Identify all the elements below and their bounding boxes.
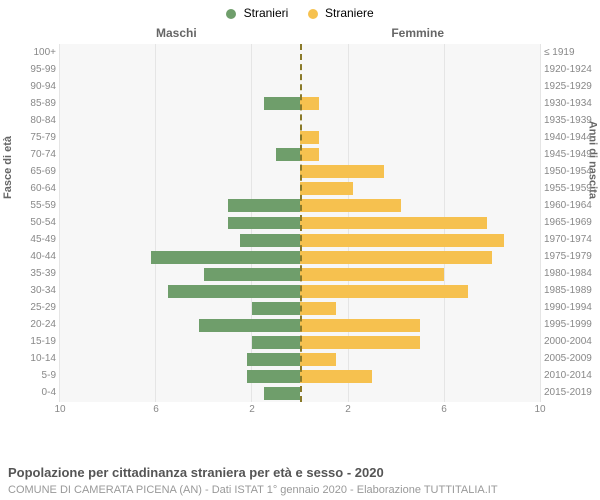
legend-swatch-female [308,9,318,19]
age-label: 10-14 [24,354,56,364]
bar-female [300,234,504,247]
bar-male [204,268,300,281]
chart-title: Popolazione per cittadinanza straniera p… [8,465,384,480]
x-axis: 10622610 [60,402,540,422]
bar-male [228,199,300,212]
bar-male [264,387,300,400]
age-label: 90-94 [24,82,56,92]
center-line [300,44,302,402]
bar-female [300,251,492,264]
legend-swatch-male [226,9,236,19]
birth-label: 1965-1969 [544,218,596,228]
age-label: 50-54 [24,218,56,228]
bar-female [300,217,487,230]
plot-area: 100+≤ 191995-991920-192490-941925-192985… [60,44,540,402]
legend-item-female: Straniere [308,6,374,20]
birth-label: 1995-1999 [544,320,596,330]
bar-female [300,319,420,332]
bar-male [199,319,300,332]
bar-male [151,251,300,264]
age-label: 55-59 [24,201,56,211]
birth-label: 1930-1934 [544,99,596,109]
x-tick: 10 [54,404,65,415]
bar-male [252,336,300,349]
age-label: 60-64 [24,184,56,194]
age-label: 100+ [24,48,56,58]
age-label: 25-29 [24,303,56,313]
age-label: 45-49 [24,235,56,245]
bar-male [247,370,300,383]
bar-female [300,285,468,298]
bar-female [300,268,444,281]
bar-female [300,148,319,161]
bar-male [276,148,300,161]
bar-female [300,370,372,383]
age-label: 0-4 [24,388,56,398]
birth-label: 2005-2009 [544,354,596,364]
header-male: Maschi [156,26,197,40]
birth-label: 1940-1944 [544,133,596,143]
bar-male [247,353,300,366]
birth-label: 2015-2019 [544,388,596,398]
y-axis-left-label: Fasce di età [2,136,14,199]
age-label: 20-24 [24,320,56,330]
age-label: 85-89 [24,99,56,109]
birth-label: 1960-1964 [544,201,596,211]
age-label: 70-74 [24,150,56,160]
x-tick: 10 [534,404,545,415]
age-label: 40-44 [24,252,56,262]
bar-male [228,217,300,230]
x-tick: 6 [153,404,159,415]
age-label: 65-69 [24,167,56,177]
birth-label: 1925-1929 [544,82,596,92]
birth-label: 1945-1949 [544,150,596,160]
birth-label: 2010-2014 [544,371,596,381]
age-label: 95-99 [24,65,56,75]
bar-male [240,234,300,247]
header-female: Femmine [391,26,444,40]
birth-label: 1970-1974 [544,235,596,245]
bar-female [300,165,384,178]
birth-label: 1990-1994 [544,303,596,313]
birth-label: 1920-1924 [544,65,596,75]
age-label: 30-34 [24,286,56,296]
birth-label: ≤ 1919 [544,48,596,58]
bar-male [264,97,300,110]
bar-female [300,97,319,110]
birth-label: 1980-1984 [544,269,596,279]
birth-label: 1955-1959 [544,184,596,194]
bar-male [168,285,300,298]
x-tick: 6 [441,404,447,415]
legend-label-female: Straniere [325,6,374,20]
bar-female [300,353,336,366]
bar-female [300,199,401,212]
birth-label: 1950-1954 [544,167,596,177]
age-label: 15-19 [24,337,56,347]
bar-female [300,182,353,195]
age-label: 5-9 [24,371,56,381]
gridline [540,44,541,402]
birth-label: 1975-1979 [544,252,596,262]
age-label: 75-79 [24,133,56,143]
age-label: 80-84 [24,116,56,126]
legend-label-male: Stranieri [244,6,289,20]
bar-female [300,302,336,315]
bar-female [300,336,420,349]
x-tick: 2 [345,404,351,415]
age-label: 35-39 [24,269,56,279]
birth-label: 2000-2004 [544,337,596,347]
chart: Maschi Femmine Fasce di età Anni di nasc… [60,24,540,422]
legend-item-male: Stranieri [226,6,288,20]
legend: Stranieri Straniere [0,0,600,20]
birth-label: 1985-1989 [544,286,596,296]
chart-subtitle: COMUNE DI CAMERATA PICENA (AN) - Dati IS… [8,484,498,496]
bar-male [252,302,300,315]
bar-female [300,131,319,144]
x-tick: 2 [249,404,255,415]
birth-label: 1935-1939 [544,116,596,126]
